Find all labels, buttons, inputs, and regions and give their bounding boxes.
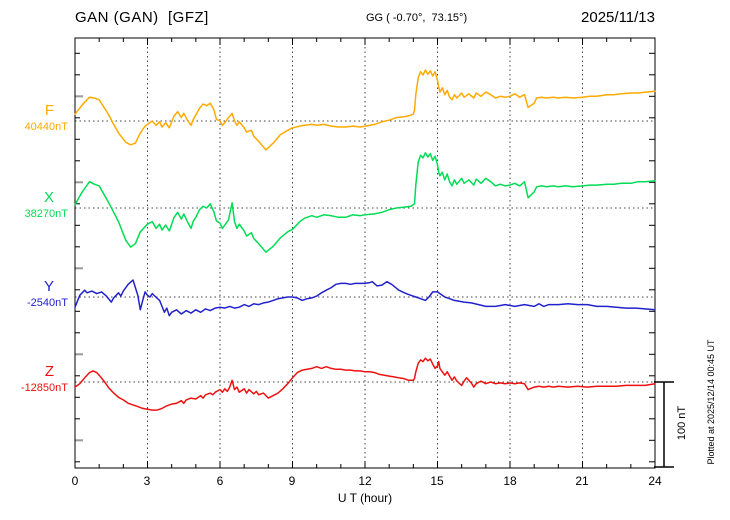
x-tick-label-9: 9	[288, 474, 296, 488]
station-title: GAN (GAN) [GFZ]	[75, 9, 209, 26]
x-tick-label-12: 12	[358, 474, 372, 488]
plotted-at-note: Plotted at 2025/12/14 00:45 UT	[706, 339, 716, 465]
channel-baseline-F: 40440nT	[24, 121, 68, 133]
x-tick-label-0: 0	[71, 474, 79, 488]
x-axis-title: U T (hour)	[337, 491, 393, 505]
trace-Z	[74, 357, 656, 411]
x-tick-label-6: 6	[216, 474, 224, 488]
channel-baseline-Z: -12850nT	[20, 382, 68, 394]
channel-label-Y: Y -2540nT	[0, 279, 68, 311]
channel-letter-F: F	[44, 102, 54, 119]
x-tick-label-18: 18	[503, 474, 517, 488]
channel-letter-X: X	[43, 189, 54, 206]
trace-F	[74, 69, 656, 151]
trace-Y	[74, 279, 656, 317]
plot-frame	[74, 37, 656, 469]
channel-baseline-Y: -2540nT	[27, 297, 68, 309]
x-tick-label-21: 21	[575, 474, 589, 488]
plot-date: 2025/11/13	[581, 9, 655, 26]
channel-label-F: F 40440nT	[0, 103, 68, 135]
x-tick-label-15: 15	[430, 474, 444, 488]
geographic-coordinates: GG ( -0.70°, 73.15°)	[366, 12, 468, 24]
channel-letter-Z: Z	[44, 363, 54, 380]
x-tick-label-24: 24	[648, 474, 662, 488]
trace-X	[74, 152, 656, 253]
channel-letter-Y: Y	[43, 278, 54, 295]
channel-baseline-X: 38270nT	[24, 208, 68, 220]
scale-bar-label: 100 nT	[676, 405, 688, 441]
x-tick-label-3: 3	[143, 474, 151, 488]
channel-label-Z: Z -12850nT	[0, 364, 68, 396]
channel-label-X: X 38270nT	[0, 190, 68, 222]
